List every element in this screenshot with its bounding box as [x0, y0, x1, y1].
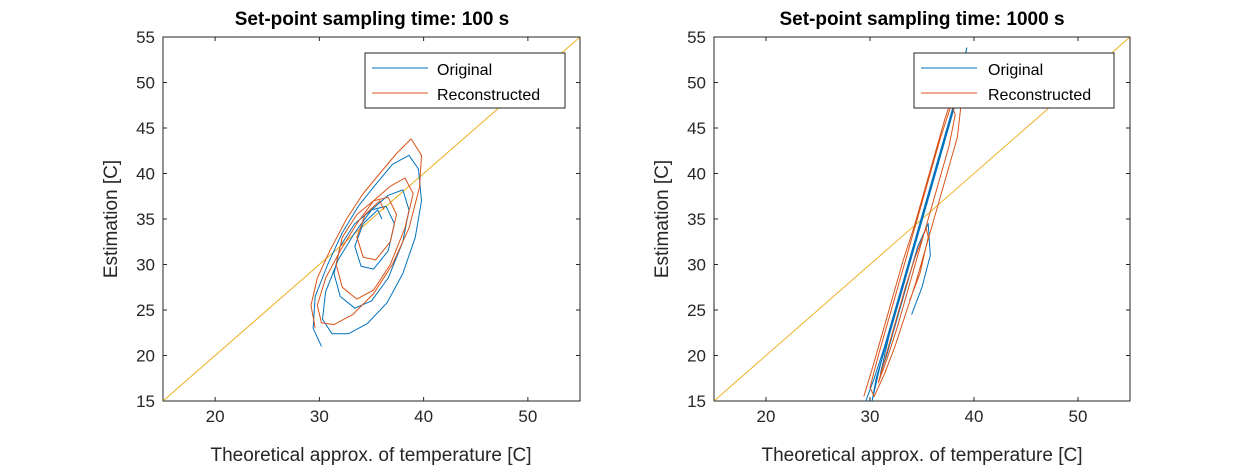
- left-x-tick-label-30: 30: [310, 407, 329, 426]
- right-y-tick-label-25: 25: [687, 301, 706, 320]
- right-y-tick-label-20: 20: [687, 347, 706, 366]
- right-plot-legend-reconstructed: Reconstructed: [988, 87, 1091, 104]
- left-plot-x-ticks: 20 30 40 50: [206, 37, 537, 426]
- left-y-tick-label-45: 45: [136, 119, 155, 138]
- left-y-tick-label-35: 35: [136, 210, 155, 229]
- left-plot-y-axis-label: Estimation [C]: [101, 160, 122, 278]
- right-plot: Set-point sampling time: 1000 s 20 30 40 50…: [652, 9, 1131, 466]
- right-y-tick-label-50: 50: [687, 74, 706, 93]
- right-plot-y-axis-label: Estimation [C]: [652, 160, 673, 278]
- left-plot-title: Set-point sampling time: 100 s: [235, 9, 510, 30]
- right-y-tick-label-40: 40: [687, 165, 706, 184]
- left-plot-legend-reconstructed: Reconstructed: [437, 87, 540, 104]
- left-y-tick-label-30: 30: [136, 256, 155, 275]
- right-plot-x-axis-label: Theoretical approx. of temperature [C]: [761, 445, 1082, 466]
- right-plot-legend: Original Reconstructed: [913, 52, 1115, 109]
- left-y-tick-label-15: 15: [136, 392, 155, 411]
- right-plot-legend-original: Original: [988, 62, 1043, 79]
- left-plot-x-axis-label: Theoretical approx. of temperature [C]: [210, 445, 531, 466]
- right-x-tick-label-30: 30: [861, 407, 880, 426]
- right-x-tick-label-40: 40: [965, 407, 984, 426]
- left-y-tick-label-20: 20: [136, 347, 155, 366]
- right-x-tick-label-20: 20: [757, 407, 776, 426]
- left-plot-legend: Original Reconstructed: [364, 52, 566, 109]
- right-x-tick-label-50: 50: [1069, 407, 1088, 426]
- right-plot-title: Set-point sampling time: 1000 s: [779, 9, 1064, 30]
- left-plot: Set-point sampling time: 100 s 20 30 40 50 …: [101, 9, 581, 466]
- right-plot-legend-box: [913, 52, 1115, 109]
- left-x-tick-label-40: 40: [414, 407, 433, 426]
- right-y-tick-label-30: 30: [687, 256, 706, 275]
- left-x-tick-label-20: 20: [206, 407, 225, 426]
- left-series-reconstructed-line: [310, 138, 422, 329]
- right-y-tick-label-35: 35: [687, 210, 706, 229]
- left-y-tick-label-25: 25: [136, 301, 155, 320]
- left-y-tick-label-50: 50: [136, 74, 155, 93]
- right-y-tick-label-15: 15: [687, 392, 706, 411]
- right-series-reconstructed-line: [863, 86, 962, 397]
- right-plot-y-ticks: 15 20 25 30 35 40 45 50 55: [687, 28, 1130, 411]
- right-plot-x-ticks: 20 30 40 50: [757, 37, 1088, 426]
- left-x-tick-label-50: 50: [518, 407, 537, 426]
- left-plot-y-ticks: 15 20 25 30 35 40 45 50 55: [136, 28, 580, 411]
- left-plot-legend-box: [364, 52, 566, 109]
- left-y-tick-label-55: 55: [136, 28, 155, 47]
- right-y-tick-label-45: 45: [687, 119, 706, 138]
- left-y-tick-label-40: 40: [136, 165, 155, 184]
- left-plot-legend-original: Original: [437, 62, 492, 79]
- right-y-tick-label-55: 55: [687, 28, 706, 47]
